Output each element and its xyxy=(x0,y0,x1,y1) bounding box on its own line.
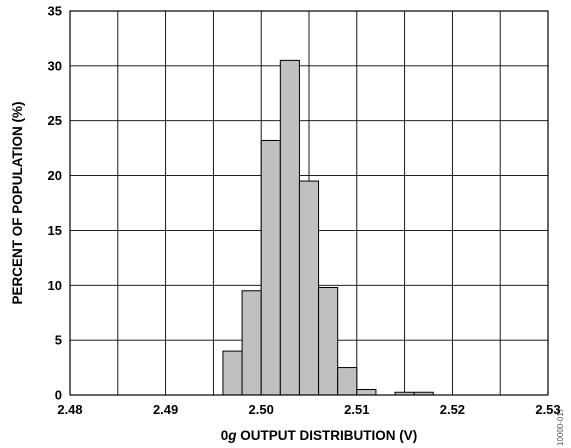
histogram-bars xyxy=(222,59,434,396)
histogram-bar xyxy=(356,389,377,396)
y-tick-label: 0 xyxy=(55,388,62,403)
histogram-bar xyxy=(337,367,358,396)
x-tick-label: 2.51 xyxy=(344,402,369,417)
y-tick-label: 5 xyxy=(55,333,62,348)
y-axis-ticks: 0 5 10 15 20 25 30 35 xyxy=(48,4,62,403)
histogram-bar xyxy=(241,290,262,396)
x-axis-title-part: 0 xyxy=(221,428,229,443)
figure-id-note: 10000-017 xyxy=(556,407,565,446)
grid-lines xyxy=(70,11,548,395)
histogram-bar xyxy=(279,59,300,396)
plot-frame xyxy=(69,10,549,396)
x-tick-label: 2.52 xyxy=(440,402,465,417)
y-tick-label: 10 xyxy=(48,278,62,293)
y-tick-label: 35 xyxy=(48,4,62,19)
histogram-bar xyxy=(222,350,243,396)
y-tick-label: 25 xyxy=(48,113,62,128)
x-tick-label: 2.53 xyxy=(535,402,560,417)
x-axis-title: 0g OUTPUT DISTRIBUTION (V) xyxy=(221,428,418,443)
x-axis-title-italic: g xyxy=(227,428,237,443)
histogram-bar xyxy=(298,180,320,396)
histogram-bar xyxy=(318,286,339,396)
x-tick-label: 2.49 xyxy=(153,402,178,417)
y-tick-label: 30 xyxy=(48,58,62,73)
y-axis-title: PERCENT OF POPULATION (%) xyxy=(10,101,25,304)
x-axis-title-part: OUTPUT DISTRIBUTION (V) xyxy=(237,428,418,443)
x-tick-label: 2.50 xyxy=(249,402,274,417)
x-tick-label: 2.48 xyxy=(57,402,82,417)
y-tick-label: 20 xyxy=(48,168,62,183)
histogram-bar xyxy=(260,139,281,396)
x-axis-ticks: 2.48 2.49 2.50 2.51 2.52 2.53 xyxy=(57,402,560,417)
y-tick-label: 15 xyxy=(48,223,62,238)
